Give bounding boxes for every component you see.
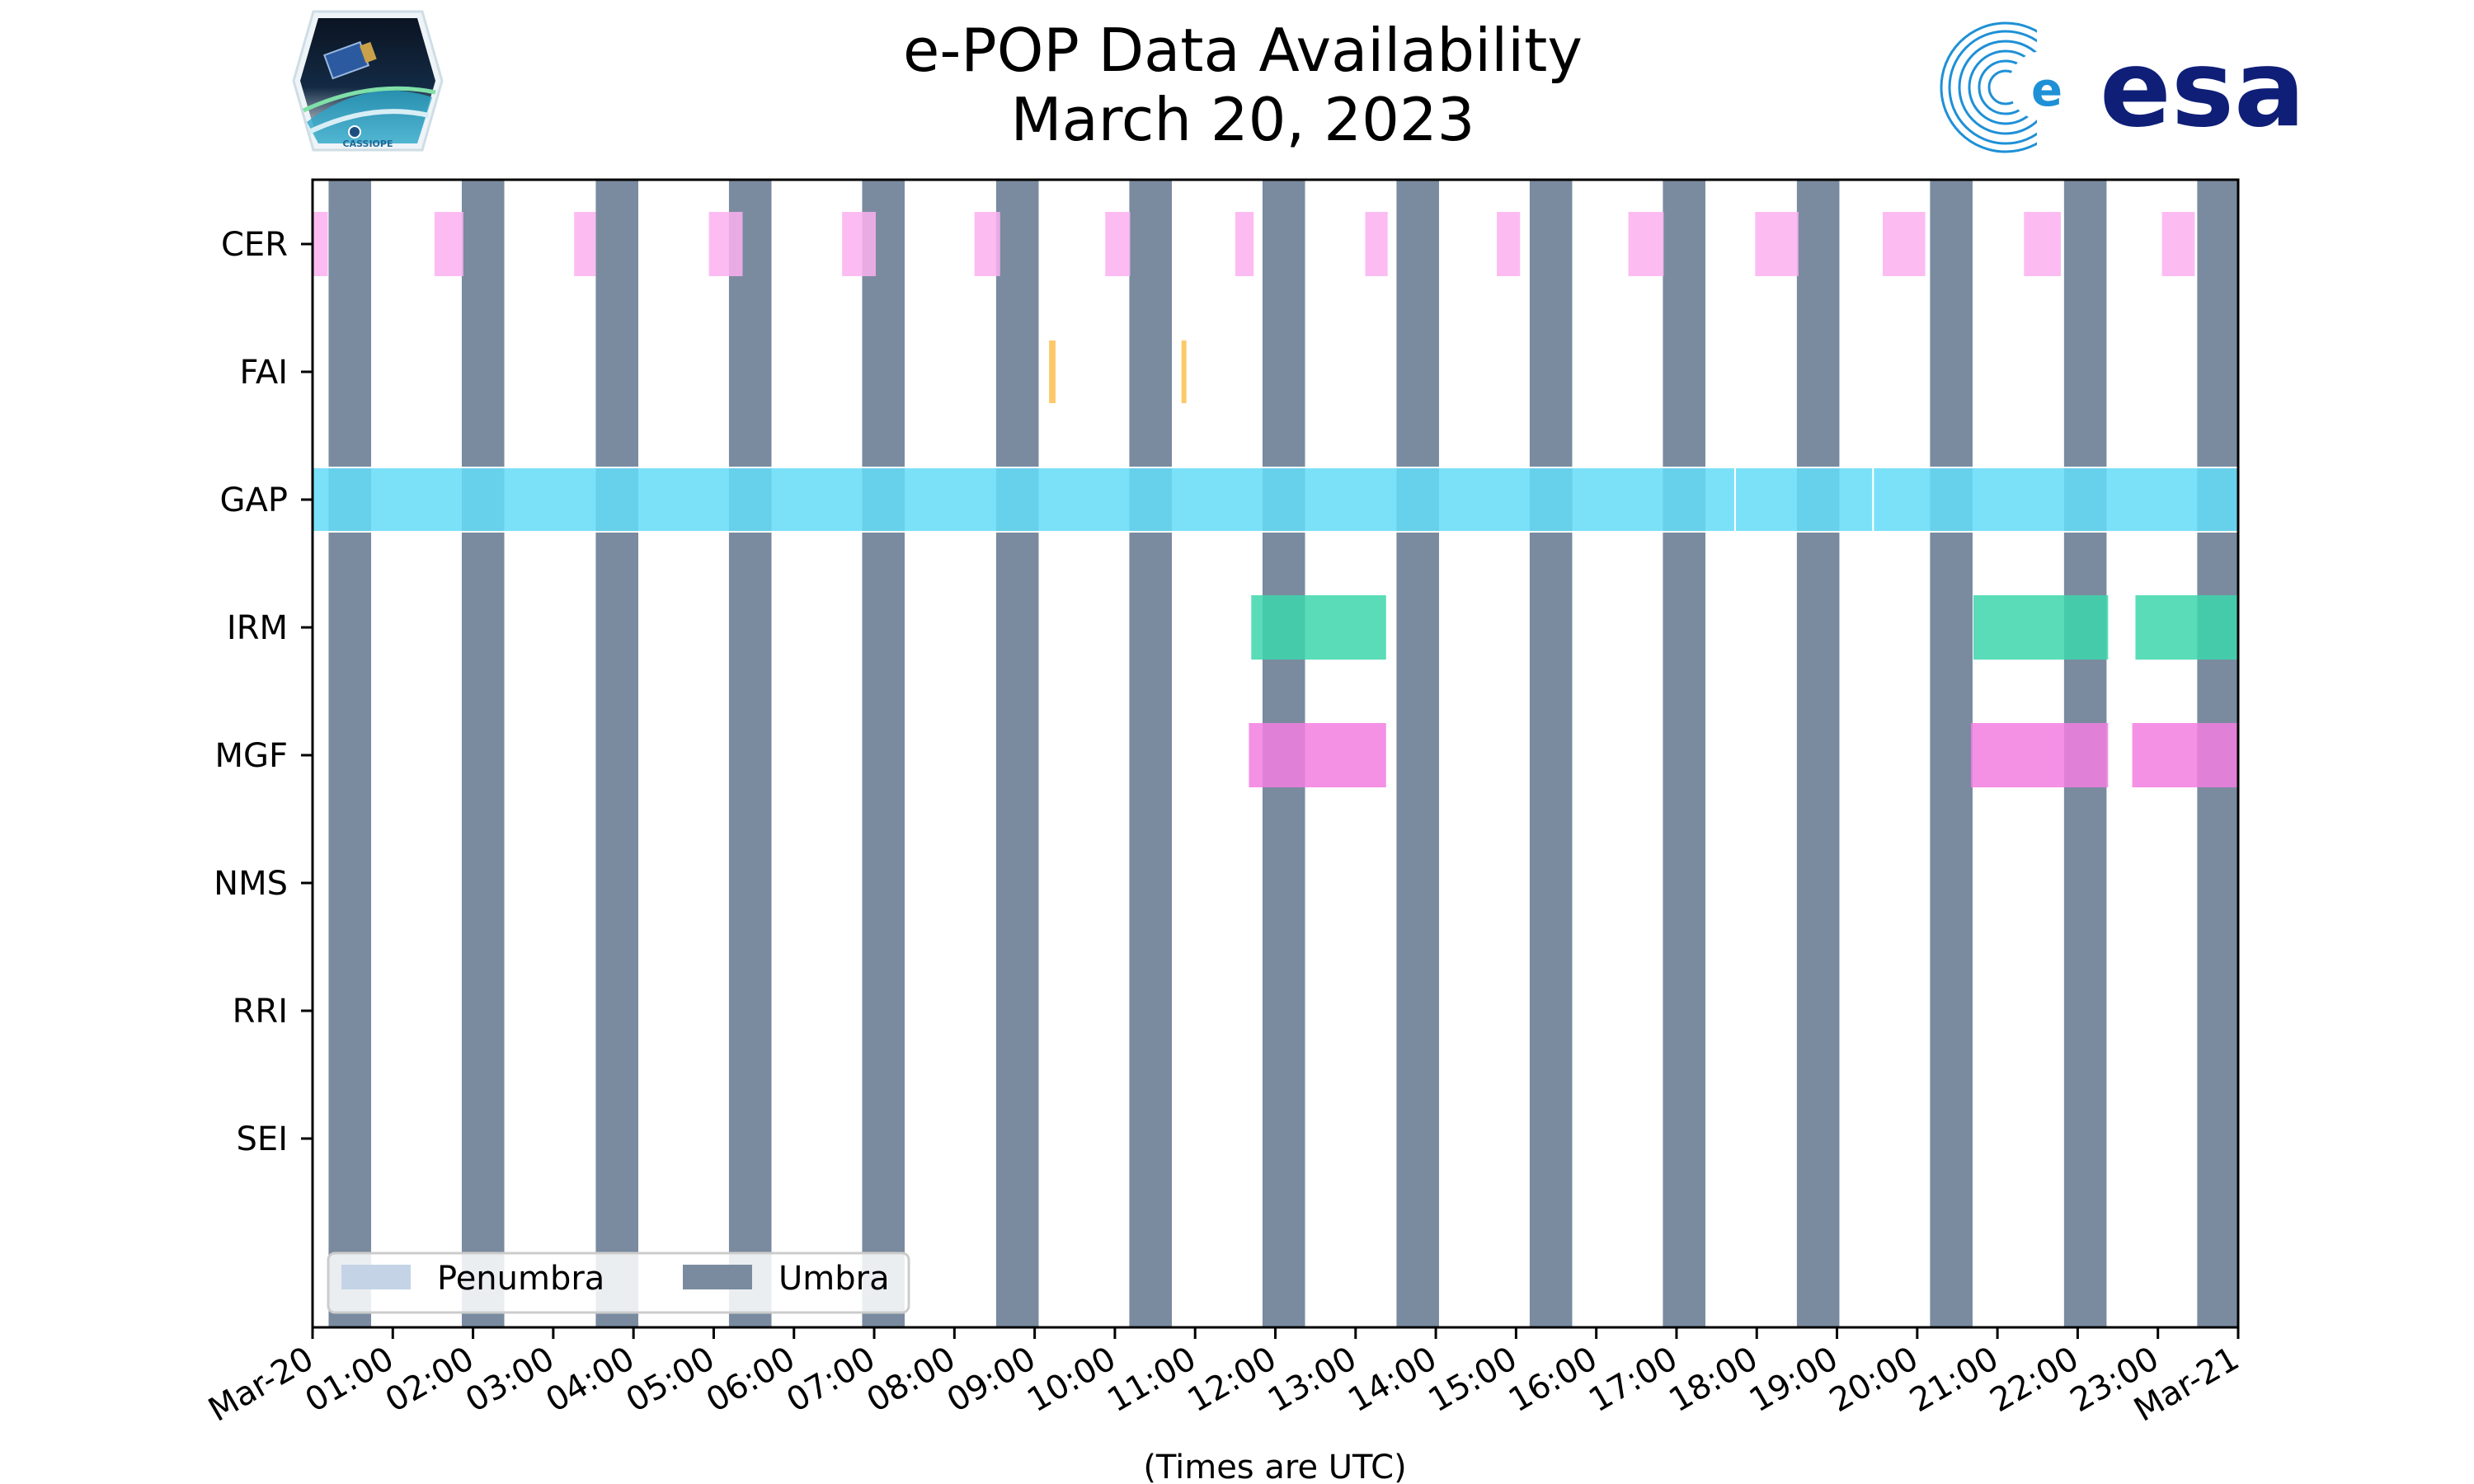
umbra-band-11 xyxy=(1796,180,1840,1327)
xtick-label-7: 07:00 xyxy=(780,1340,882,1420)
xtick-label-18: 18:00 xyxy=(1663,1340,1764,1420)
ytick-label-rri: RRI xyxy=(233,993,288,1031)
bar-cer-13 xyxy=(2024,212,2061,276)
xtick-label-9: 09:00 xyxy=(941,1340,1042,1420)
xtick-label-6: 06:00 xyxy=(700,1340,802,1420)
umbra-band-4 xyxy=(862,180,905,1327)
bar-irm-1 xyxy=(1973,595,2109,660)
ytick-label-fai: FAI xyxy=(240,354,289,392)
xtick-label-2: 02:00 xyxy=(379,1340,481,1420)
umbra-band-2 xyxy=(595,180,639,1327)
legend-swatch-umbra xyxy=(683,1265,752,1289)
xtick-label-1: 01:00 xyxy=(299,1340,400,1420)
xtick-label-12: 12:00 xyxy=(1182,1340,1283,1420)
y-axis: CER FAI GAP IRM MGF NMS RRI SEI xyxy=(214,226,313,1158)
bar-gap-2 xyxy=(1872,467,2240,533)
bar-cer-10 xyxy=(1628,212,1664,276)
umbra-band-10 xyxy=(1663,180,1705,1327)
umbra-band-12 xyxy=(1930,180,1973,1327)
xtick-label-13: 13:00 xyxy=(1262,1340,1363,1420)
xtick-label-21: 21:00 xyxy=(1903,1340,2005,1420)
svg-text:e: e xyxy=(2031,63,2062,117)
umbra-band-0 xyxy=(328,180,372,1327)
xtick-label-14: 14:00 xyxy=(1342,1340,1443,1420)
ytick-label-mgf: MGF xyxy=(214,737,288,775)
xtick-label-19: 19:00 xyxy=(1743,1340,1845,1420)
bar-cer-11 xyxy=(1755,212,1799,276)
legend: Penumbra Umbra xyxy=(327,1252,910,1314)
esa-logo: e esa xyxy=(1940,16,2305,157)
bar-cer-9 xyxy=(1497,212,1521,276)
umbra-band-3 xyxy=(728,180,772,1327)
bar-irm-2 xyxy=(2135,595,2238,660)
chart-title: e-POP Data Availability xyxy=(903,16,1583,85)
xtick-label-22: 22:00 xyxy=(1984,1340,2086,1420)
umbra-band-9 xyxy=(1529,180,1573,1327)
legend-label-umbra: Umbra xyxy=(778,1260,890,1298)
umbra-band-6 xyxy=(1129,180,1172,1327)
xtick-label-11: 11:00 xyxy=(1101,1340,1202,1420)
availability-bars xyxy=(312,212,2240,787)
cassiope-logo-label: CASSIOPE xyxy=(343,139,393,149)
bar-mgf-0 xyxy=(1249,723,1386,787)
ytick-label-sei: SEI xyxy=(237,1120,288,1158)
ytick-label-gap: GAP xyxy=(220,481,288,519)
umbra-band-1 xyxy=(461,180,505,1327)
x-axis-label: (Times are UTC) xyxy=(1143,1449,1406,1484)
bar-cer-5 xyxy=(974,212,1000,276)
bar-cer-8 xyxy=(1365,212,1388,276)
ytick-label-nms: NMS xyxy=(214,865,288,903)
bar-mgf-2 xyxy=(2132,723,2238,787)
esa-logo-label: esa xyxy=(2100,28,2305,151)
ytick-label-irm: IRM xyxy=(227,609,288,647)
xtick-label-8: 08:00 xyxy=(860,1340,962,1420)
bar-cer-0 xyxy=(313,212,328,276)
legend-box xyxy=(327,1252,910,1314)
bar-gap-1 xyxy=(1733,467,1874,533)
cassiope-logo: CASSIOPE xyxy=(292,10,444,152)
legend-label-penumbra: Penumbra xyxy=(437,1260,604,1298)
xtick-label-3: 03:00 xyxy=(459,1340,561,1420)
chart-subtitle: March 20, 2023 xyxy=(1011,85,1475,154)
umbra-band-8 xyxy=(1396,180,1439,1327)
xtick-label-15: 15:00 xyxy=(1423,1340,1524,1420)
xtick-label-5: 05:00 xyxy=(620,1340,722,1420)
bar-irm-0 xyxy=(1251,595,1386,660)
umbra-layer xyxy=(328,180,2238,1327)
bar-fai-0 xyxy=(1049,340,1056,403)
bar-cer-3 xyxy=(708,212,743,276)
xtick-label-16: 16:00 xyxy=(1503,1340,1604,1420)
xtick-label-10: 10:00 xyxy=(1021,1340,1122,1420)
legend-swatch-penumbra xyxy=(341,1265,411,1289)
bar-cer-6 xyxy=(1105,212,1131,276)
umbra-band-5 xyxy=(995,180,1039,1327)
bar-mgf-1 xyxy=(1971,723,2109,787)
xtick-label-20: 20:00 xyxy=(1823,1340,1925,1420)
x-axis: Mar-2001:0002:0003:0004:0005:0006:0007:0… xyxy=(202,1327,2246,1430)
bar-gap-0 xyxy=(312,467,1736,533)
bar-cer-14 xyxy=(2161,212,2195,276)
xtick-label-4: 04:00 xyxy=(539,1340,641,1420)
bar-fai-1 xyxy=(1181,340,1187,403)
bar-cer-2 xyxy=(574,212,596,276)
bar-cer-7 xyxy=(1235,212,1254,276)
bar-cer-1 xyxy=(434,212,463,276)
xtick-label-17: 17:00 xyxy=(1583,1340,1684,1420)
ytick-label-cer: CER xyxy=(221,226,288,264)
bar-cer-12 xyxy=(1882,212,1926,276)
bar-cer-4 xyxy=(842,212,876,276)
